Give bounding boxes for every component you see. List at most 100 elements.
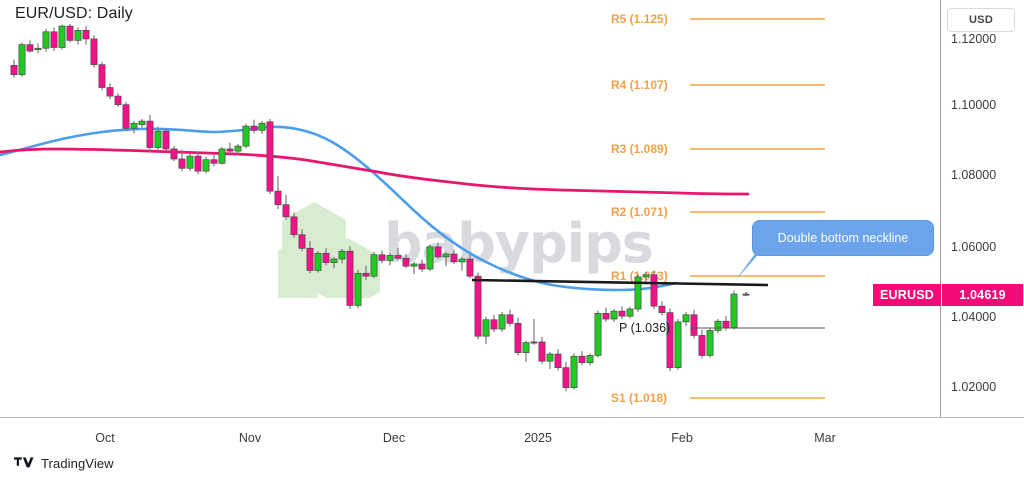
candlestick xyxy=(730,290,738,330)
candlestick xyxy=(682,311,690,327)
candlestick xyxy=(666,308,674,372)
candlestick-series[interactable] xyxy=(0,0,941,418)
pivot-line-r3 xyxy=(690,148,825,150)
candlestick xyxy=(234,143,242,155)
candlestick xyxy=(314,251,322,273)
double-bottom-callout[interactable]: Double bottom neckline xyxy=(752,220,934,256)
price-tick-1-06000: 1.06000 xyxy=(951,240,997,254)
price-tick-1-12000: 1.12000 xyxy=(951,32,997,46)
candlestick xyxy=(570,353,578,390)
time-tick-mar: Mar xyxy=(814,431,836,445)
candlestick xyxy=(442,251,450,267)
candlestick xyxy=(146,114,154,152)
candlestick xyxy=(250,119,258,134)
chart-plot-area[interactable]: babypips R5 (1.125) R4 (1.107) R3 (1.089… xyxy=(0,0,941,418)
candlestick xyxy=(106,83,114,99)
price-tick-1-04000: 1.04000 xyxy=(951,310,997,324)
candlestick xyxy=(722,316,730,331)
candlestick xyxy=(170,146,178,162)
candlestick xyxy=(482,316,490,345)
time-axis[interactable]: Oct Nov Dec 2025 Feb Mar xyxy=(0,419,941,461)
candlestick xyxy=(506,309,514,327)
candlestick xyxy=(634,274,642,312)
candlestick xyxy=(418,259,426,272)
candlestick xyxy=(186,153,194,172)
candlestick xyxy=(410,261,418,275)
candlestick xyxy=(226,142,234,154)
candlestick xyxy=(562,361,570,392)
candlestick xyxy=(362,265,370,280)
candlestick xyxy=(610,309,618,322)
candlestick xyxy=(378,250,386,264)
candlestick xyxy=(74,27,82,45)
candlestick xyxy=(338,249,346,264)
callout-label: Double bottom neckline xyxy=(777,231,909,245)
candlestick xyxy=(306,241,314,274)
symbol-title: EUR/USD: Daily xyxy=(15,5,133,22)
pivot-line-r5 xyxy=(690,18,825,20)
pivot-p-label: P (1.036) xyxy=(619,321,671,335)
pivot-label-r5: R5 (1.125) xyxy=(611,12,668,26)
candlestick xyxy=(498,311,506,332)
candlestick xyxy=(98,61,106,91)
candlestick xyxy=(742,291,750,297)
candlestick xyxy=(82,26,90,45)
candlestick xyxy=(10,59,18,78)
candlestick xyxy=(178,149,186,172)
pivot-label-s1: S1 (1.018) xyxy=(611,391,668,405)
candlestick xyxy=(18,42,26,77)
candlestick xyxy=(154,126,162,152)
price-tick-1-10000: 1.10000 xyxy=(951,98,997,112)
candlestick xyxy=(474,272,482,340)
candlestick xyxy=(330,256,338,269)
candlestick xyxy=(58,24,66,50)
quote-currency-box[interactable]: USD xyxy=(947,8,1015,32)
candlestick xyxy=(210,154,218,167)
candlestick xyxy=(578,351,586,366)
time-tick-oct: Oct xyxy=(95,431,115,445)
current-price-value-badge: 1.04619 xyxy=(942,284,1023,306)
candlestick xyxy=(594,310,602,358)
candlestick xyxy=(130,121,138,134)
candlestick xyxy=(602,307,610,322)
candlestick xyxy=(218,146,226,165)
candlestick xyxy=(282,194,290,220)
candlestick xyxy=(706,328,714,358)
candlestick xyxy=(194,151,202,174)
candlestick xyxy=(402,254,410,269)
candlestick xyxy=(690,309,698,339)
price-axis[interactable]: 1.12000 1.10000 1.08000 1.06000 1.04000 … xyxy=(941,0,1024,418)
pivot-line-r2 xyxy=(690,211,825,213)
time-tick-nov: Nov xyxy=(238,431,262,445)
candlestick xyxy=(370,251,378,279)
pivot-label-r4: R4 (1.107) xyxy=(611,78,668,92)
candlestick xyxy=(466,254,474,279)
candlestick xyxy=(458,256,466,271)
candlestick xyxy=(114,93,122,107)
candlestick xyxy=(394,247,402,261)
candlestick xyxy=(290,212,298,238)
candlestick xyxy=(714,319,722,334)
candlestick xyxy=(450,249,458,265)
candlestick xyxy=(266,118,274,194)
candlestick xyxy=(138,118,146,128)
candlestick xyxy=(538,336,546,365)
price-tick-1-02000: 1.02000 xyxy=(951,380,997,394)
candlestick xyxy=(434,242,442,260)
pivot-label-r2: R2 (1.071) xyxy=(611,205,668,219)
candlestick xyxy=(490,314,498,332)
candlestick xyxy=(530,319,538,345)
tradingview-footer[interactable]: TradingView xyxy=(14,456,114,471)
candlestick xyxy=(202,156,210,174)
candlestick xyxy=(618,306,626,320)
candlestick xyxy=(50,27,58,52)
tradingview-brand-label: TradingView xyxy=(41,456,114,471)
candlestick xyxy=(514,317,522,356)
candlestick xyxy=(346,246,354,310)
candlestick xyxy=(66,23,74,43)
candlestick xyxy=(42,28,50,52)
candlestick xyxy=(34,43,42,54)
tradingview-logo-icon xyxy=(14,457,34,468)
candlestick xyxy=(426,244,434,272)
